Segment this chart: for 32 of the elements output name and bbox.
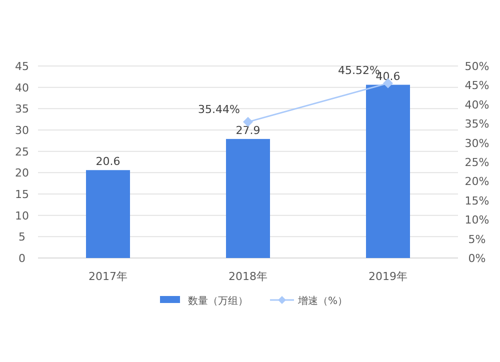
y2-tick-label: 10% — [464, 214, 490, 227]
y2-tick-label: 50% — [464, 60, 490, 73]
bar — [226, 138, 270, 258]
legend-label: 增速（%） — [297, 295, 348, 307]
y-tick-label: 15 — [15, 188, 29, 201]
data-label: 35.44% — [198, 102, 240, 116]
y-tick-label: 25 — [15, 145, 29, 158]
y2-tick-label: 45% — [464, 79, 490, 92]
y2-tick-label: 30% — [464, 136, 490, 150]
bar — [366, 84, 410, 258]
legend-label: 数量（万组） — [188, 295, 248, 307]
y-tick-label: 35 — [15, 102, 29, 116]
y2-tick-label: 25% — [464, 156, 490, 169]
y-tick-label: 20 — [15, 166, 29, 180]
y-tick-label: 0 — [18, 252, 26, 265]
y2-tick-label: 20% — [464, 175, 490, 188]
y-tick-label: 10 — [15, 209, 29, 222]
y-tick-label: 40 — [15, 81, 29, 94]
y-tick-label: 45 — [15, 60, 29, 73]
y2-tick-label: 40% — [464, 98, 490, 112]
y2-tick-label: 0% — [468, 252, 486, 265]
x-tick-label: 2017年 — [88, 270, 128, 283]
y-tick-label: 5 — [18, 230, 26, 244]
data-label: 27.9 — [236, 124, 260, 137]
bar — [86, 170, 130, 258]
x-tick-label: 2019年 — [368, 270, 408, 283]
y-tick-label: 30 — [15, 124, 29, 137]
x-tick-label: 2018年 — [228, 270, 268, 283]
y2-tick-label: 5% — [468, 232, 486, 246]
y2-tick-label: 35% — [464, 118, 490, 131]
data-label: 20.6 — [96, 155, 120, 168]
y2-tick-label: 15% — [464, 194, 490, 208]
